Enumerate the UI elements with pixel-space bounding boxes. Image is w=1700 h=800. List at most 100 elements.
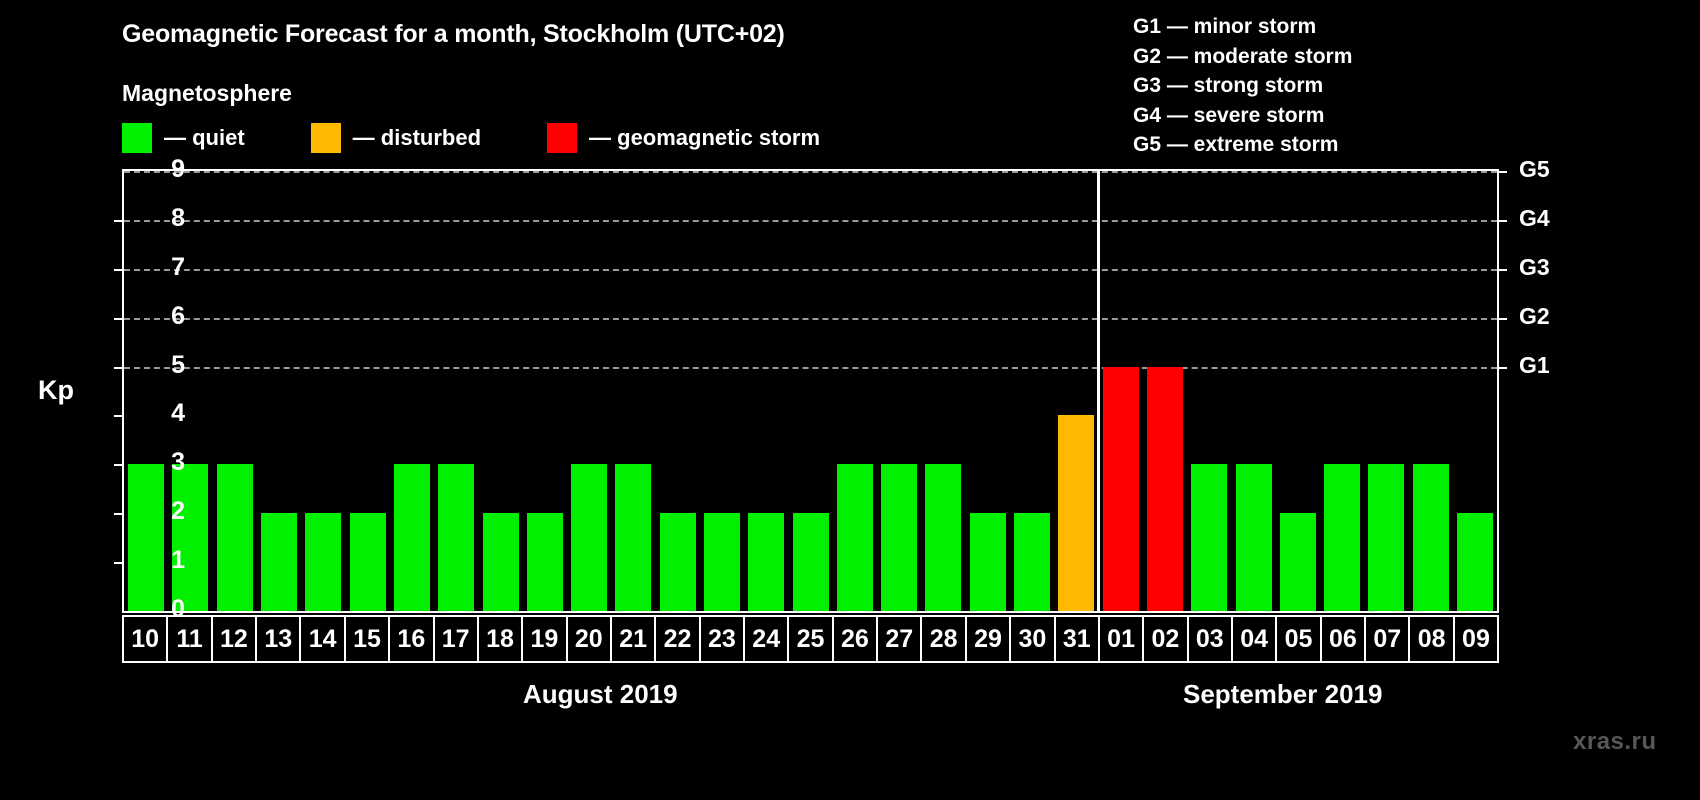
bar-08[interactable]: [1412, 464, 1449, 611]
bar-slot[interactable]: [1143, 171, 1187, 611]
bar-slot[interactable]: [744, 171, 788, 611]
bar-slot[interactable]: [301, 171, 345, 611]
date-cell-05[interactable]: 05: [1277, 617, 1322, 661]
bar-slot[interactable]: [523, 171, 567, 611]
bar-slot[interactable]: [833, 171, 877, 611]
bar-26[interactable]: [836, 464, 873, 611]
bar-11[interactable]: [172, 464, 209, 611]
bar-slot[interactable]: [1453, 171, 1497, 611]
date-cell-11[interactable]: 11: [168, 617, 213, 661]
bar-slot[interactable]: [877, 171, 921, 611]
bar-slot[interactable]: [567, 171, 611, 611]
legend-swatch-disturbed: [310, 123, 341, 153]
bar-18[interactable]: [482, 513, 519, 611]
date-cell-03[interactable]: 03: [1189, 617, 1233, 661]
bar-22[interactable]: [659, 513, 696, 611]
date-cell-26[interactable]: 26: [834, 617, 879, 661]
bar-slot[interactable]: [1276, 171, 1320, 611]
date-cell-15[interactable]: 15: [346, 617, 391, 661]
bar-15[interactable]: [349, 513, 386, 611]
bar-04[interactable]: [1235, 464, 1272, 611]
date-cell-19[interactable]: 19: [523, 617, 568, 661]
bar-12[interactable]: [216, 464, 253, 611]
date-cell-13[interactable]: 13: [257, 617, 302, 661]
bar-slot[interactable]: [1364, 171, 1408, 611]
bar-slot[interactable]: [1409, 171, 1453, 611]
bar-slot[interactable]: [257, 171, 301, 611]
date-cell-10[interactable]: 10: [124, 617, 169, 661]
date-cell-17[interactable]: 17: [435, 617, 479, 661]
date-cell-22[interactable]: 22: [656, 617, 701, 661]
y-axis-label-7: 7: [171, 252, 185, 281]
bar-20[interactable]: [571, 464, 608, 611]
date-cell-06[interactable]: 06: [1322, 617, 1367, 661]
bar-23[interactable]: [704, 513, 740, 611]
date-cell-16[interactable]: 16: [390, 617, 435, 661]
bar-slot[interactable]: [700, 171, 744, 611]
date-cell-18[interactable]: 18: [479, 617, 524, 661]
bar-slot[interactable]: [345, 171, 389, 611]
bar-19[interactable]: [526, 513, 563, 611]
bar-17[interactable]: [438, 464, 475, 611]
bar-03[interactable]: [1191, 464, 1228, 611]
y2-tick-G1: [1497, 366, 1507, 369]
bar-14[interactable]: [305, 513, 342, 611]
bar-slot[interactable]: [1231, 171, 1275, 611]
date-cell-25[interactable]: 25: [789, 617, 834, 661]
date-cell-02[interactable]: 02: [1144, 617, 1189, 661]
month-caption-august: August 2019: [523, 679, 678, 709]
bar-31[interactable]: [1058, 415, 1095, 611]
bar-27[interactable]: [881, 464, 918, 611]
bar-29[interactable]: [969, 513, 1006, 611]
date-cell-01[interactable]: 01: [1100, 617, 1145, 661]
bar-slot[interactable]: [921, 171, 965, 611]
date-cell-27[interactable]: 27: [878, 617, 923, 661]
bar-slot[interactable]: [1054, 171, 1098, 611]
bar-10[interactable]: [128, 464, 165, 611]
bar-slot[interactable]: [966, 171, 1010, 611]
bar-slot[interactable]: [611, 171, 655, 611]
bar-09[interactable]: [1457, 513, 1494, 611]
date-cell-09[interactable]: 09: [1462, 624, 1490, 653]
bar-06[interactable]: [1324, 464, 1361, 611]
bar-25[interactable]: [792, 513, 829, 611]
bar-slot[interactable]: [656, 171, 700, 611]
date-cell-23[interactable]: 23: [701, 617, 746, 661]
bar-07[interactable]: [1368, 464, 1405, 611]
bar-slot[interactable]: [788, 171, 832, 611]
bar-slot[interactable]: [390, 171, 434, 611]
date-cell-12[interactable]: 12: [213, 617, 258, 661]
bar-21[interactable]: [615, 464, 652, 611]
bar-16[interactable]: [393, 464, 430, 611]
bar-slot[interactable]: [1320, 171, 1364, 611]
date-cell-31[interactable]: 31: [1056, 617, 1100, 661]
y2-axis-label-G4: G4: [1519, 204, 1550, 231]
date-cell-21[interactable]: 21: [612, 617, 657, 661]
bar-24[interactable]: [748, 513, 785, 611]
bar-slot[interactable]: [124, 171, 168, 611]
date-cell-24[interactable]: 24: [745, 617, 790, 661]
date-cell-08[interactable]: 08: [1410, 617, 1455, 661]
bar-30[interactable]: [1014, 513, 1051, 611]
month-divider-line: [1096, 171, 1100, 611]
bar-slot[interactable]: [478, 171, 522, 611]
bar-slot[interactable]: [1187, 171, 1231, 611]
bar-05[interactable]: [1279, 513, 1316, 611]
bar-13[interactable]: [261, 513, 298, 611]
bar-slot[interactable]: [213, 171, 257, 611]
gridline-kp-9: [124, 171, 1497, 173]
date-cell-07[interactable]: 07: [1366, 617, 1411, 661]
date-cell-30[interactable]: 30: [1011, 617, 1056, 661]
date-cell-29[interactable]: 29: [967, 617, 1012, 661]
date-cell-28[interactable]: 28: [922, 617, 967, 661]
bar-01[interactable]: [1102, 366, 1139, 611]
date-cell-20[interactable]: 20: [568, 617, 612, 661]
bar-slot[interactable]: [434, 171, 478, 611]
bar-slot[interactable]: [1099, 171, 1143, 611]
date-cell-04[interactable]: 04: [1233, 617, 1278, 661]
bar-slot[interactable]: [168, 171, 212, 611]
date-cell-14[interactable]: 14: [301, 617, 346, 661]
bar-02[interactable]: [1146, 366, 1183, 611]
bar-slot[interactable]: [1010, 171, 1054, 611]
bar-28[interactable]: [925, 464, 962, 611]
